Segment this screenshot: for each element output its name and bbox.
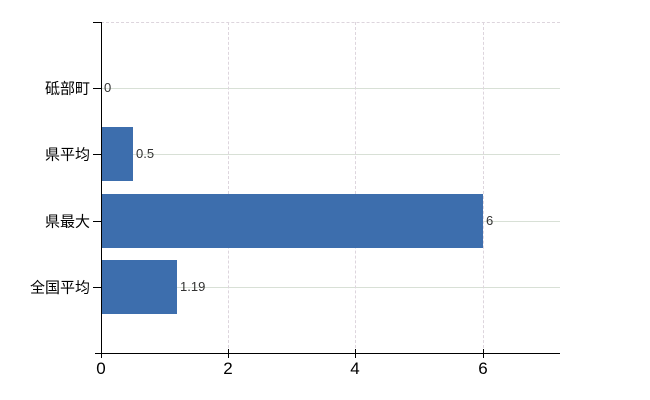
- value-label: 0.5: [136, 146, 155, 162]
- value-label: 1.19: [180, 279, 206, 295]
- value-label: 6: [486, 213, 494, 229]
- x-axis-tick: [355, 349, 356, 358]
- horizontal-gridline: [101, 88, 560, 89]
- y-axis-tick: [93, 88, 101, 89]
- category-label-pref-max: 県最大: [44, 213, 90, 231]
- bar-pref-average: [101, 127, 133, 181]
- category-label-tobe: 砥部町: [44, 80, 90, 98]
- vertical-gridline: [483, 22, 484, 353]
- horizontal-gridline: [101, 287, 560, 288]
- y-axis-tick: [93, 221, 101, 222]
- x-axis-tick: [483, 349, 484, 358]
- plot-top-border: [101, 22, 560, 23]
- x-tick-label: 2: [223, 359, 233, 378]
- y-axis-tick: [93, 154, 101, 155]
- plot-area: 0 0.5 6 1.19: [93, 22, 560, 358]
- bar-pref-max: [101, 194, 483, 248]
- value-label: 0: [104, 80, 112, 96]
- y-axis-tick: [93, 287, 101, 288]
- x-tick-label: 4: [350, 359, 360, 378]
- x-tick-label: 6: [478, 359, 488, 378]
- category-label-pref-average: 県平均: [44, 146, 90, 164]
- category-label-national-average: 全国平均: [29, 279, 90, 297]
- y-axis-tick: [93, 22, 101, 23]
- x-axis: [95, 353, 560, 354]
- bar-national-average: [101, 260, 177, 314]
- x-axis-tick: [101, 349, 102, 358]
- x-axis-tick: [228, 349, 229, 358]
- y-axis: [101, 22, 102, 353]
- vertical-gridline: [355, 22, 356, 353]
- vertical-gridline: [228, 22, 229, 353]
- horizontal-gridline: [101, 154, 560, 155]
- x-tick-label: 0: [96, 359, 106, 378]
